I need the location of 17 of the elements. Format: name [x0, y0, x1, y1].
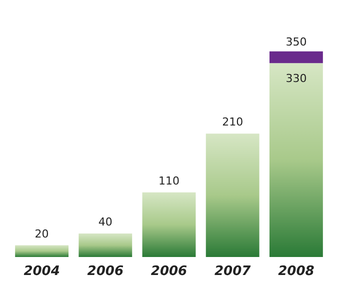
x-tick-label: 2007: [214, 264, 252, 279]
bar: [269, 51, 323, 64]
data-label: 40: [98, 216, 112, 228]
bar: [206, 134, 260, 257]
bar: [15, 245, 69, 257]
data-label: 110: [158, 174, 180, 188]
x-tick-label: 2004: [24, 264, 60, 279]
x-tick-label: 2008: [278, 264, 314, 279]
x-tick-label: 2006: [150, 264, 188, 279]
bar: [142, 192, 196, 257]
total-label: 350: [286, 35, 307, 48]
data-label: 330: [286, 72, 307, 86]
bar: [78, 234, 132, 257]
bar: [269, 63, 323, 257]
x-tick-label: 2006: [87, 264, 124, 279]
data-label: 210: [222, 116, 244, 129]
data-label: 20: [34, 227, 49, 240]
